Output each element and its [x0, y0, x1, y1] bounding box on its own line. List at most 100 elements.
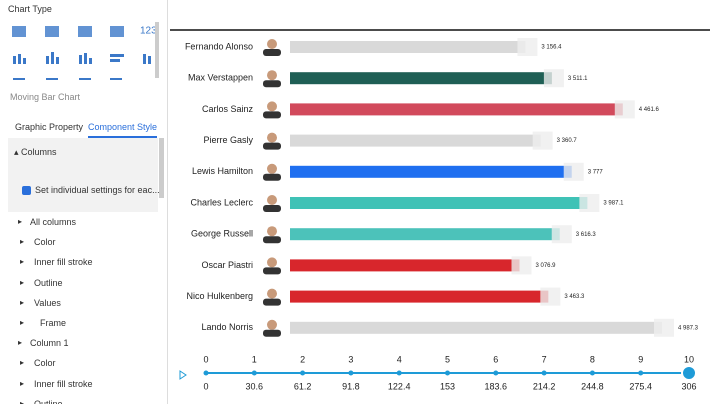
timeline-dot — [396, 370, 402, 376]
tree-arrow[interactable]: ▸ — [18, 338, 23, 348]
tree-arrow[interactable]: ▸ — [20, 378, 25, 388]
icon-grid: 123 — [12, 22, 159, 80]
team-logo — [517, 38, 538, 56]
timeline-label: 275.4 — [629, 381, 652, 391]
avatar-body — [263, 205, 281, 212]
tree-arrow[interactable]: ▸ — [20, 237, 25, 247]
timeline-label: 214.2 — [533, 381, 556, 391]
team-logo — [579, 194, 600, 212]
tree-arrow[interactable]: ▸ — [20, 358, 25, 368]
checkbox-label: Set individual settings for eac... — [35, 185, 160, 195]
timeline-step: 1 — [252, 354, 257, 364]
value-label: 3 777 — [588, 169, 604, 175]
timeline-step: 3 — [348, 354, 353, 364]
timeline-step: 9 — [638, 354, 643, 364]
avatar-body — [263, 329, 281, 337]
avatar — [263, 163, 281, 181]
tree-item[interactable]: Values — [34, 297, 61, 308]
avatar — [263, 288, 281, 306]
team-logo — [654, 318, 674, 337]
timeline-step: 10 — [684, 354, 694, 364]
avatar — [263, 101, 281, 119]
timeline-dot — [638, 370, 644, 376]
tree-arrow[interactable]: ▸ — [20, 257, 25, 267]
team-logo — [614, 100, 635, 119]
avatar — [263, 257, 281, 275]
timeline-step: 0 — [203, 354, 208, 364]
value-label: 3 511.1 — [568, 76, 588, 82]
avatar-body — [263, 236, 281, 244]
timeline-label: 0 — [203, 381, 208, 391]
timeline-dot — [445, 370, 450, 376]
bar — [290, 134, 541, 147]
timeline-label: 183.6 — [485, 381, 508, 391]
driver-name: Nico Hulkenberg — [186, 291, 253, 301]
tree-arrow[interactable]: ▸ — [18, 217, 23, 226]
section-toggle[interactable]: ▴ Columns — [14, 147, 57, 157]
play-button[interactable] — [179, 370, 187, 380]
driver-name: Lando Norris — [201, 322, 253, 332]
value-label: 4 987.3 — [678, 325, 699, 331]
value-label: 3 360.7 — [557, 138, 578, 144]
driver-name: Fernando Alonso — [185, 41, 253, 51]
value-label: 3 156.4 — [541, 45, 562, 51]
timeline-dot — [203, 370, 209, 376]
avatar-body — [263, 298, 281, 306]
bar — [290, 197, 588, 209]
driver-name: Carlos Sainz — [202, 104, 254, 114]
tree-item[interactable]: Outline — [34, 277, 63, 288]
team-logo — [511, 256, 532, 275]
tree-arrow[interactable]: ▸ — [20, 318, 25, 327]
timeline-step: 5 — [445, 354, 450, 364]
value-label: 4 461.6 — [639, 107, 660, 113]
driver-name: Max Verstappen — [188, 73, 253, 83]
avatar-body — [263, 173, 281, 181]
tree-arrow[interactable]: ▸ — [20, 277, 25, 287]
tree-item[interactable]: Column 1 — [30, 338, 69, 349]
icon-label: 123 — [140, 26, 157, 37]
tree-arrow[interactable]: ▸ — [20, 398, 25, 404]
avatar-head — [267, 132, 277, 143]
timeline-label: 122.4 — [388, 381, 411, 391]
tab-active[interactable]: Component Style — [88, 122, 158, 138]
tree-item[interactable]: All columns — [30, 217, 77, 227]
bar — [290, 165, 572, 178]
chart-name: Moving Bar Chart — [10, 92, 81, 102]
timeline-dot — [300, 370, 306, 376]
tree-item[interactable]: Color — [34, 237, 56, 248]
value-label: 3 076.9 — [536, 263, 557, 269]
tree-item[interactable]: Outline — [34, 398, 63, 404]
timeline-dot — [251, 370, 257, 376]
bar — [290, 259, 520, 272]
bar — [290, 290, 549, 303]
tree-item[interactable]: Inner fill stroke — [34, 378, 93, 389]
checkbox[interactable]: Set individual settings for eac... — [22, 185, 160, 196]
avatar-body — [263, 111, 281, 119]
tab[interactable]: Graphic Property — [15, 122, 84, 132]
timeline-knob[interactable] — [681, 365, 697, 381]
tree-item[interactable]: Color — [34, 358, 56, 369]
tree-item[interactable]: Frame — [40, 318, 67, 328]
bar — [290, 72, 552, 85]
avatar — [263, 195, 281, 212]
value-label: 3 616.3 — [576, 232, 597, 238]
driver-name: Pierre Gasly — [203, 135, 253, 145]
timeline-dot — [348, 370, 354, 376]
bar — [290, 228, 560, 241]
avatar — [263, 70, 281, 88]
team-logo — [543, 69, 564, 88]
timeline-step: 8 — [590, 354, 595, 364]
timeline-label: 153 — [440, 381, 455, 391]
timeline-label: 61.2 — [294, 381, 312, 391]
avatar — [263, 39, 281, 56]
avatar — [263, 132, 281, 150]
timeline-step: 6 — [493, 354, 498, 364]
tree-arrow[interactable]: ▸ — [20, 297, 25, 307]
avatar — [263, 319, 281, 337]
tree-item[interactable]: Inner fill stroke — [34, 257, 93, 268]
driver-name: George Russell — [191, 229, 253, 239]
avatar-body — [263, 267, 281, 275]
side-panel: Chart Type 123 Moving Bar Chart Graphic … — [0, 0, 168, 404]
value-label: 3 987.1 — [603, 201, 624, 207]
